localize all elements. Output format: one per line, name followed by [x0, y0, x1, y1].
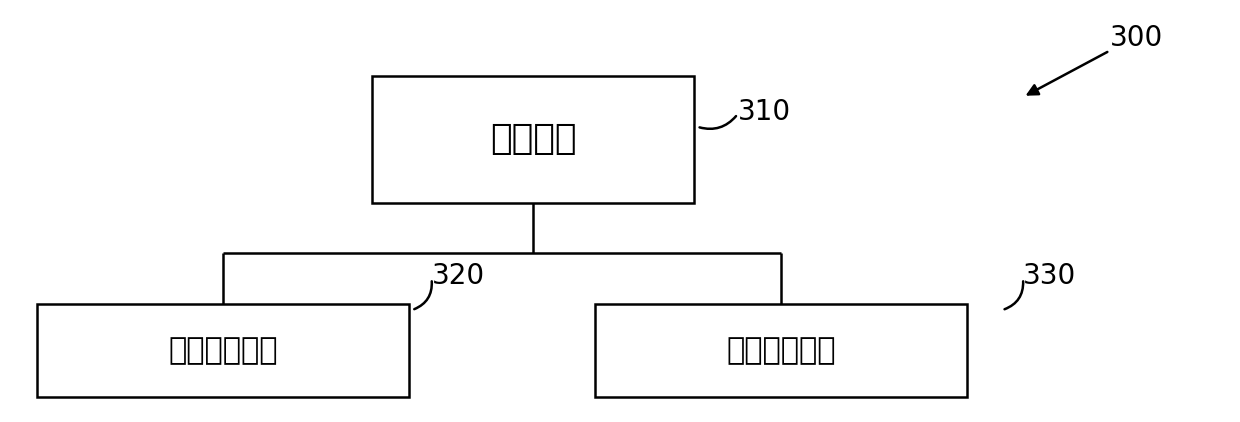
Bar	[37, 304, 409, 397]
Bar	[595, 304, 967, 397]
Text: 300: 300	[1110, 24, 1163, 52]
Text: 第二选择单元: 第二选择单元	[727, 336, 836, 365]
Text: 320: 320	[432, 262, 485, 290]
Bar	[372, 76, 694, 203]
Text: 330: 330	[1023, 262, 1076, 290]
Text: 310: 310	[738, 98, 791, 126]
Text: 判断单元: 判断单元	[490, 122, 577, 156]
Text: 第一选择单元: 第一选择单元	[169, 336, 278, 365]
